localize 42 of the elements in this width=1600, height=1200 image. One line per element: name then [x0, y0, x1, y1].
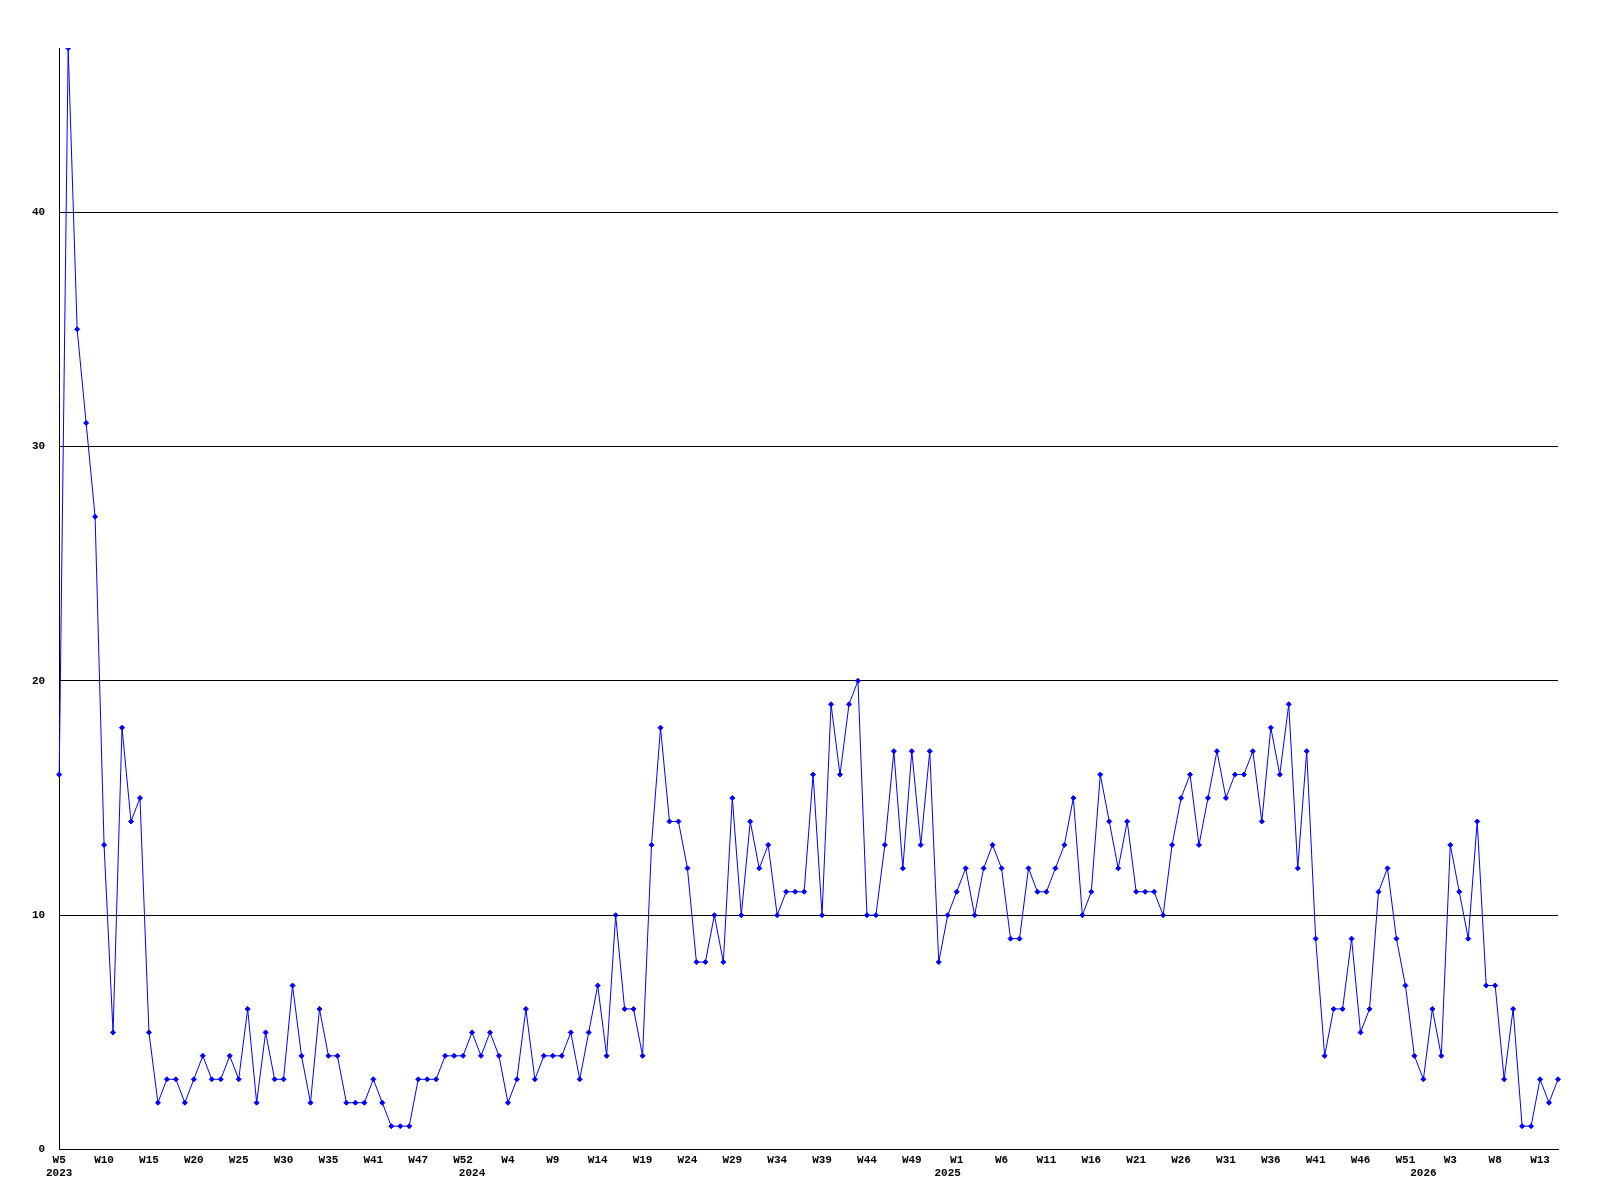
x-tick-label: W25: [228, 1153, 249, 1166]
x-tick-label: W20: [183, 1153, 204, 1166]
x-tick-label: W15: [139, 1153, 160, 1166]
x-tick-label: W19: [632, 1153, 653, 1166]
x-tick-label: 2024: [458, 1167, 486, 1180]
x-tick-label: W1: [950, 1153, 964, 1166]
x-tick-label: W4: [501, 1153, 515, 1166]
x-tick-label: W31: [1216, 1153, 1237, 1166]
x-tick-label: W52: [453, 1153, 473, 1166]
x-tick-label: W6: [994, 1153, 1009, 1166]
x-tick-label: W3: [1443, 1153, 1458, 1166]
y-tick-label: 0: [38, 1143, 46, 1156]
x-tick-label: W34: [767, 1153, 788, 1166]
x-tick-label: W46: [1350, 1153, 1371, 1166]
x-tick-label: W39: [812, 1153, 832, 1166]
y-tick-label: 10: [32, 908, 46, 921]
x-tick-label: 2026: [1410, 1167, 1437, 1180]
y-tick-label: 20: [32, 674, 46, 687]
x-tick-label: W13: [1530, 1153, 1551, 1166]
x-tick-label: W24: [677, 1153, 698, 1166]
x-tick-label: W14: [587, 1153, 608, 1166]
x-tick-label: W47: [408, 1153, 429, 1166]
x-tick-label: W51: [1395, 1153, 1416, 1166]
x-tick-label: W36: [1260, 1153, 1281, 1166]
x-tick-label: W8: [1488, 1153, 1503, 1166]
x-tick-label: W10: [94, 1153, 114, 1166]
x-tick-label: W41: [363, 1153, 384, 1166]
x-tick-label: W29: [722, 1153, 743, 1166]
x-tick-label: W16: [1081, 1153, 1102, 1166]
x-tick-label: W30: [273, 1153, 294, 1166]
x-tick-label: W35: [318, 1153, 339, 1166]
x-tick-label: W49: [901, 1153, 922, 1166]
x-tick-label: W9: [546, 1153, 560, 1166]
x-tick-label: W44: [857, 1153, 878, 1166]
x-tick-label: W41: [1305, 1153, 1326, 1166]
x-tick-label: W26: [1171, 1153, 1191, 1166]
x-tick-label: W21: [1126, 1153, 1147, 1166]
y-tick-label: 30: [32, 440, 46, 453]
x-tick-label: W11: [1036, 1153, 1057, 1166]
x-tick-label: W5 2023: [46, 1153, 73, 1180]
y-tick-label: 40: [32, 205, 46, 218]
x-tick-label: 2025: [934, 1167, 962, 1180]
